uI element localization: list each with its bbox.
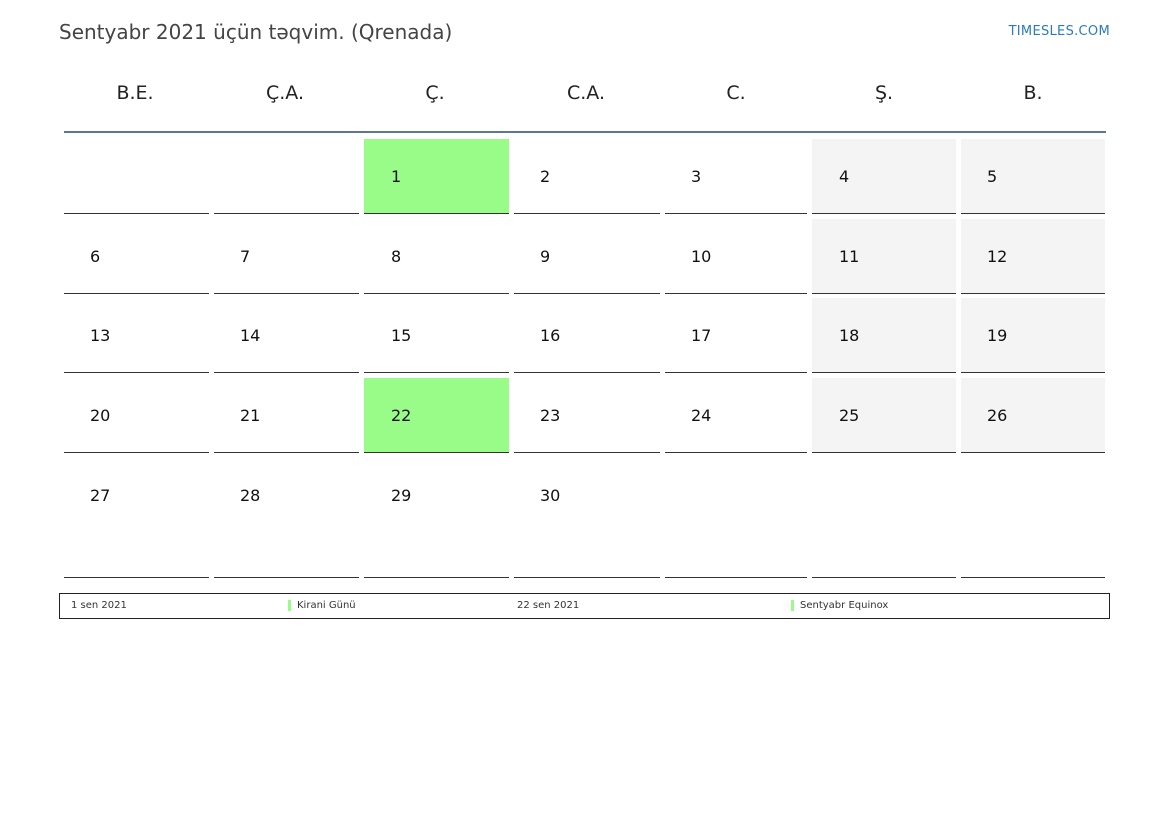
day-number: 27: [90, 486, 111, 505]
calendar-day-cell: 10: [665, 219, 807, 294]
day-number: 23: [540, 406, 561, 425]
day-number: 15: [391, 326, 412, 345]
calendar-day-cell: 29: [364, 458, 509, 578]
calendar-day-cell: 2: [514, 139, 660, 214]
page-title: Sentyabr 2021 üçün təqvim. (Qrenada): [59, 20, 453, 44]
legend-holiday-name: Sentyabr Equinox: [800, 600, 889, 611]
calendar-day-cell: 23: [514, 378, 660, 453]
brand-link[interactable]: TIMESLES.COM: [1008, 24, 1110, 39]
day-number: 7: [240, 247, 251, 266]
weekday-label: Ç.A.: [265, 82, 304, 104]
day-number: 29: [391, 486, 412, 505]
calendar-day-cell: 27: [64, 458, 209, 578]
calendar-empty-cell: [64, 139, 209, 214]
calendar-day-cell: 13: [64, 298, 209, 373]
day-number: 24: [691, 406, 712, 425]
legend-date: 1 sen 2021: [71, 600, 127, 611]
day-number: 9: [540, 247, 551, 266]
calendar-day-cell: 8: [364, 219, 509, 294]
legend-color-marker: [791, 600, 794, 611]
weekday-label: C.: [726, 82, 746, 104]
calendar-day-cell: 16: [514, 298, 660, 373]
calendar-day-cell: 30: [514, 458, 660, 578]
calendar-day-cell: 12: [961, 219, 1105, 294]
day-number: 5: [987, 167, 998, 186]
calendar-day-cell: 4: [812, 139, 956, 214]
day-number: 30: [540, 486, 561, 505]
day-number: 11: [839, 247, 860, 266]
weekday-label: Ş.: [874, 82, 894, 104]
day-number: 28: [240, 486, 261, 505]
calendar-day-cell: 6: [64, 219, 209, 294]
weekday-label: C.A.: [566, 82, 605, 104]
day-number: 2: [540, 167, 551, 186]
calendar-day-cell: 5: [961, 139, 1105, 214]
calendar-day-cell: 20: [64, 378, 209, 453]
calendar-empty-cell: [665, 458, 807, 578]
calendar-day-cell: 9: [514, 219, 660, 294]
calendar-empty-cell: [961, 458, 1105, 578]
day-number: 4: [839, 167, 850, 186]
calendar-day-cell: 28: [214, 458, 359, 578]
day-number: 21: [240, 406, 261, 425]
calendar-day-cell: 19: [961, 298, 1105, 373]
legend-date: 22 sen 2021: [517, 600, 580, 611]
holiday-legend: 1 sen 2021 Kirani Günü 22 sen 2021 Senty…: [59, 593, 1110, 619]
calendar-day-cell: 14: [214, 298, 359, 373]
day-number: 26: [987, 406, 1008, 425]
day-number: 19: [987, 326, 1008, 345]
day-number: 13: [90, 326, 111, 345]
day-number: 6: [90, 247, 101, 266]
day-number: 12: [987, 247, 1008, 266]
calendar-day-cell: 11: [812, 219, 956, 294]
day-number: 18: [839, 326, 860, 345]
day-number: 20: [90, 406, 111, 425]
calendar-empty-cell: [812, 458, 956, 578]
legend-color-marker: [288, 600, 291, 611]
calendar-day-cell: 17: [665, 298, 807, 373]
calendar-day-cell: 15: [364, 298, 509, 373]
day-number: 10: [691, 247, 712, 266]
weekday-label: B.E.: [116, 82, 154, 104]
day-number: 1: [391, 167, 402, 186]
weekday-label: Ç.: [425, 82, 445, 104]
calendar-empty-cell: [214, 139, 359, 214]
calendar-day-cell: 24: [665, 378, 807, 453]
day-number: 3: [691, 167, 702, 186]
calendar-day-cell: 26: [961, 378, 1105, 453]
weekday-label: B.: [1023, 82, 1043, 104]
weekday-header-row: B.E. Ç.A. Ç. C.A. C. Ş. B.: [62, 82, 1108, 116]
calendar-day-cell: 1: [364, 139, 509, 214]
calendar-day-cell: 7: [214, 219, 359, 294]
calendar-day-cell: 18: [812, 298, 956, 373]
day-number: 8: [391, 247, 402, 266]
calendar-day-cell: 21: [214, 378, 359, 453]
header-divider: [64, 131, 1106, 133]
day-number: 17: [691, 326, 712, 345]
day-number: 14: [240, 326, 261, 345]
legend-holiday-name: Kirani Günü: [297, 600, 356, 611]
day-number: 25: [839, 406, 860, 425]
day-number: 22: [391, 406, 412, 425]
day-number: 16: [540, 326, 561, 345]
calendar-day-cell: 25: [812, 378, 956, 453]
calendar-day-cell: 22: [364, 378, 509, 453]
calendar-day-cell: 3: [665, 139, 807, 214]
